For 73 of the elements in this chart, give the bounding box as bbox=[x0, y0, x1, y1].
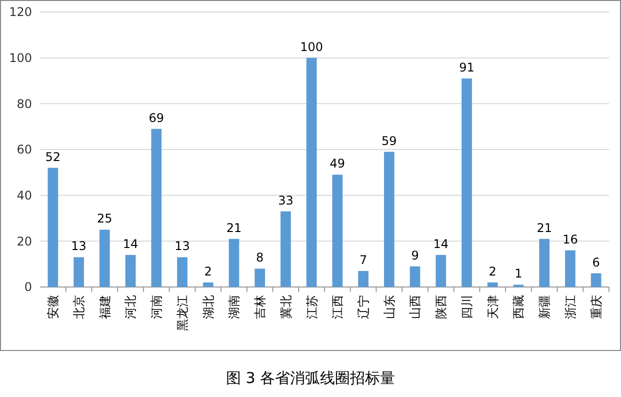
y-tick-label: 120 bbox=[9, 5, 32, 20]
data-label: 13 bbox=[174, 239, 190, 254]
data-label: 1 bbox=[514, 266, 522, 281]
x-tick-label: 河北 bbox=[124, 295, 138, 319]
data-label: 33 bbox=[278, 193, 294, 208]
text: 图 3 各省消弧线圈招标量 bbox=[226, 369, 396, 387]
bar bbox=[436, 254, 446, 287]
x-tick-label: 福建 bbox=[98, 295, 112, 319]
x-tick-label: 辽宁 bbox=[356, 295, 370, 319]
x-tick-label: 安徽 bbox=[46, 295, 60, 319]
x-tick-label: 陕西 bbox=[434, 295, 448, 319]
y-tick-label: 0 bbox=[24, 280, 32, 294]
x-tick-label: 江苏 bbox=[304, 295, 319, 319]
data-label: 52 bbox=[45, 150, 61, 164]
x-tick-label: 西藏 bbox=[512, 295, 526, 319]
bar bbox=[177, 257, 188, 287]
data-label: 7 bbox=[359, 252, 368, 267]
bar bbox=[99, 230, 110, 287]
x-tick-label: 山东 bbox=[382, 295, 396, 319]
bar bbox=[228, 238, 240, 287]
bar bbox=[202, 282, 214, 287]
x-tick-label: 浙江 bbox=[563, 295, 578, 319]
y-tick-label: 80 bbox=[16, 96, 32, 111]
y-tick-label: 20 bbox=[16, 234, 32, 248]
x-tick-label: 重庆 bbox=[589, 295, 604, 319]
bar bbox=[74, 257, 84, 287]
bar bbox=[306, 58, 317, 287]
data-label: 69 bbox=[148, 110, 164, 125]
data-label: 25 bbox=[97, 212, 112, 226]
bar bbox=[487, 282, 498, 287]
data-label: 2 bbox=[204, 264, 212, 278]
x-tick-label: 吉林 bbox=[253, 295, 268, 319]
bar bbox=[48, 168, 58, 287]
y-tick-label: 100 bbox=[9, 51, 32, 66]
data-label: 2 bbox=[488, 264, 496, 278]
x-tick-label: 新疆 bbox=[538, 295, 552, 319]
bar bbox=[125, 254, 136, 287]
y-tick-label: 60 bbox=[16, 142, 32, 157]
x-tick-label: 四川 bbox=[460, 295, 474, 319]
bar bbox=[358, 270, 368, 287]
y-tick-label: 40 bbox=[16, 188, 32, 203]
bar bbox=[332, 174, 343, 287]
bar bbox=[254, 268, 266, 287]
bar bbox=[280, 211, 291, 287]
data-label: 91 bbox=[459, 60, 474, 74]
bar bbox=[384, 152, 394, 287]
data-label: 21 bbox=[536, 220, 552, 235]
data-label: 9 bbox=[411, 248, 419, 262]
data-label: 16 bbox=[562, 232, 578, 246]
x-tick-label: 冀北 bbox=[278, 295, 293, 319]
data-label: 49 bbox=[330, 156, 346, 171]
x-tick-label: 湖北 bbox=[201, 295, 216, 319]
x-tick-label: 北京 bbox=[72, 295, 86, 319]
data-label: 8 bbox=[256, 250, 264, 265]
bar bbox=[539, 238, 550, 287]
x-tick-label: 河南 bbox=[150, 295, 164, 319]
bar bbox=[462, 78, 472, 287]
bar bbox=[151, 128, 162, 287]
x-tick-label: 山西 bbox=[408, 295, 422, 319]
x-tick-label: 黑龙江 bbox=[175, 295, 190, 331]
x-tick-label: 天津 bbox=[486, 295, 500, 319]
data-label: 14 bbox=[433, 236, 449, 251]
bar bbox=[565, 250, 576, 287]
data-label: 59 bbox=[382, 134, 397, 148]
x-tick-label: 江西 bbox=[330, 295, 345, 319]
data-label: 14 bbox=[122, 236, 138, 251]
x-tick-label: 湖南 bbox=[227, 295, 242, 319]
bar bbox=[410, 266, 420, 287]
data-label: 13 bbox=[71, 239, 86, 254]
data-label: 100 bbox=[300, 40, 324, 54]
data-label: 21 bbox=[226, 220, 242, 235]
data-label: 6 bbox=[592, 255, 600, 270]
bar bbox=[590, 273, 602, 287]
